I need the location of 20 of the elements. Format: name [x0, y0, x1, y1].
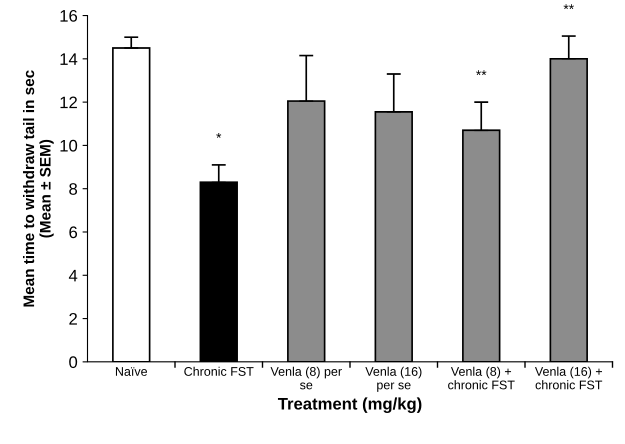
x-tick-label: Venla (8) per se: [270, 366, 342, 390]
x-tick-label: Chronic FST: [184, 366, 254, 376]
y-tick-label: 12: [60, 96, 77, 108]
x-tick-label: Venla (16) per se: [365, 366, 422, 392]
y-tick-label: 14: [60, 53, 78, 65]
y-tick-label: 4: [68, 270, 78, 282]
x-axis-title: Treatment (mg/kg): [278, 397, 422, 413]
y-tick-label: 6: [69, 226, 78, 238]
y-tick-label: 2: [69, 312, 77, 325]
annotation: *: [216, 133, 222, 138]
x-tick-label: Venla (8) + chronic FST: [448, 366, 515, 390]
y-tick-label: 16: [60, 10, 78, 22]
x-tick-label: Venla (16) + chronic FST: [534, 366, 602, 390]
x-tick-label: Naïve: [116, 367, 148, 376]
annotation: **: [564, 4, 574, 10]
y-tick-label: 0: [69, 356, 78, 368]
y-tick-label: 8: [69, 183, 78, 195]
y-axis-title: Mean time to withdraw tail in sec (Mean ± SEM): [22, 70, 54, 307]
annotation: **: [476, 70, 486, 76]
y-tick-label: 10: [60, 140, 78, 152]
